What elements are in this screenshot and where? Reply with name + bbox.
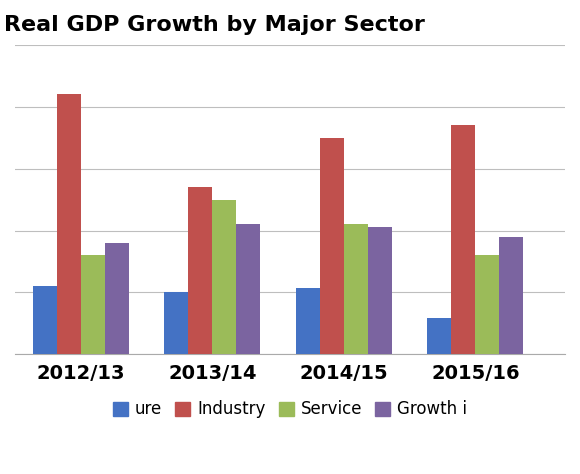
Bar (165, 292, 189, 355)
Bar (236, 224, 260, 355)
Bar (344, 224, 368, 355)
Text: Real GDP Growth by Major Sector: Real GDP Growth by Major Sector (4, 15, 425, 35)
Bar (212, 200, 236, 355)
Bar (296, 288, 320, 355)
Bar (499, 237, 523, 355)
Bar (476, 255, 499, 355)
Bar (57, 94, 81, 355)
Bar (33, 286, 57, 355)
Bar (104, 243, 129, 355)
Legend: ure, Industry, Service, Growth i: ure, Industry, Service, Growth i (107, 394, 473, 425)
Bar (188, 187, 212, 355)
Bar (81, 255, 104, 355)
Bar (320, 138, 344, 355)
Bar (427, 319, 451, 355)
Bar (451, 125, 476, 355)
Bar (368, 227, 392, 355)
